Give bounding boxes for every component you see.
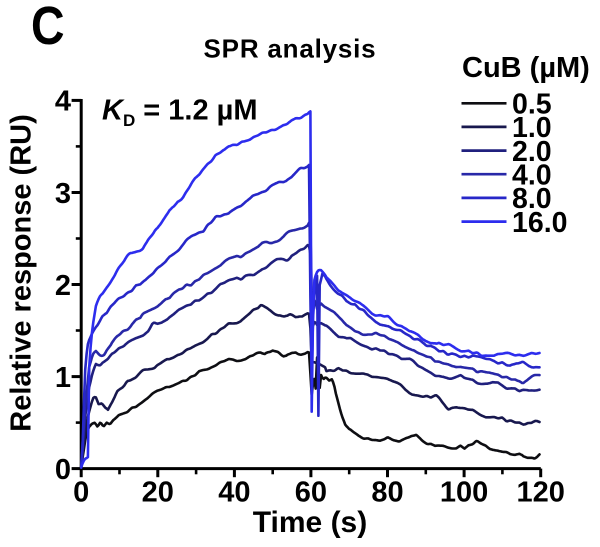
svg-text:20: 20 <box>142 477 174 509</box>
svg-text:CuB (µM): CuB (µM) <box>462 52 590 84</box>
svg-text:100: 100 <box>440 477 488 509</box>
svg-text:0: 0 <box>73 477 89 509</box>
svg-text:80: 80 <box>371 477 403 509</box>
svg-text:4: 4 <box>55 86 71 118</box>
svg-text:1.0: 1.0 <box>512 112 552 144</box>
svg-text:0.5: 0.5 <box>512 89 552 121</box>
svg-text:2: 2 <box>55 270 71 302</box>
svg-text:Relative response (RU): Relative response (RU) <box>6 114 38 432</box>
svg-text:Time (s): Time (s) <box>253 506 367 539</box>
svg-text:C: C <box>31 0 65 56</box>
svg-text:2.0: 2.0 <box>512 136 552 168</box>
svg-text:16.0: 16.0 <box>512 207 567 239</box>
svg-text:3: 3 <box>55 178 71 210</box>
svg-text:1: 1 <box>55 362 71 394</box>
svg-text:8.0: 8.0 <box>512 183 552 215</box>
svg-text:0: 0 <box>55 454 71 486</box>
svg-text:SPR analysis: SPR analysis <box>204 34 377 64</box>
svg-text:4.0: 4.0 <box>512 160 552 192</box>
svg-text:40: 40 <box>218 477 250 509</box>
svg-text:KD = 1.2 µM: KD = 1.2 µM <box>102 95 258 131</box>
svg-text:60: 60 <box>295 477 327 509</box>
svg-text:120: 120 <box>517 477 565 509</box>
